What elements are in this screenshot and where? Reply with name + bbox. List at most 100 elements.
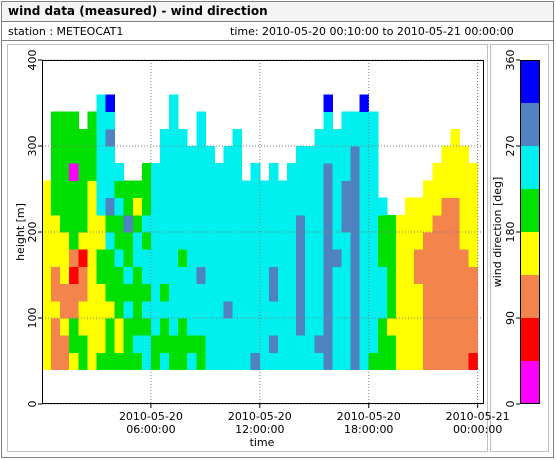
cell <box>51 180 61 199</box>
cell <box>250 249 261 267</box>
cell <box>205 180 215 199</box>
cell <box>341 249 352 267</box>
cell <box>377 249 388 267</box>
cell <box>359 214 370 233</box>
cell <box>359 283 370 302</box>
cell <box>132 232 143 250</box>
y-tick-label: 100 <box>26 308 39 329</box>
cell <box>359 249 370 267</box>
cell <box>314 197 324 216</box>
cell <box>305 283 315 302</box>
cell <box>51 335 61 353</box>
cell <box>123 352 134 371</box>
station-label: station : METEOCAT1 <box>8 25 123 38</box>
cell <box>250 335 261 353</box>
cell <box>69 163 79 181</box>
cell <box>51 318 61 336</box>
cell <box>241 352 252 371</box>
cell <box>60 318 70 336</box>
cell <box>432 197 442 216</box>
cell <box>187 146 197 164</box>
cell <box>305 232 315 250</box>
cell <box>395 318 406 336</box>
cell <box>268 266 279 285</box>
cell <box>314 128 324 147</box>
cell <box>377 214 388 233</box>
cell <box>287 300 297 319</box>
cell <box>468 335 479 353</box>
cell <box>114 249 125 267</box>
cell <box>214 300 225 319</box>
cell <box>205 146 215 164</box>
cell <box>277 232 288 250</box>
cell <box>268 232 279 250</box>
y-tick-label: 300 <box>26 136 39 157</box>
cell <box>223 300 234 319</box>
cell <box>441 352 451 371</box>
cell <box>69 266 79 285</box>
cell <box>332 180 343 199</box>
cell <box>60 249 70 267</box>
cell <box>123 249 134 267</box>
cell <box>268 214 279 233</box>
colorbar-segment <box>520 275 540 318</box>
cell <box>87 300 97 319</box>
cell <box>178 214 188 233</box>
cell <box>350 163 361 181</box>
cell <box>377 266 388 285</box>
cell <box>368 232 379 250</box>
cell <box>78 128 88 147</box>
cell <box>441 146 451 164</box>
cell <box>105 128 116 147</box>
cell <box>259 232 270 250</box>
cell <box>169 266 179 285</box>
cell <box>305 146 315 164</box>
cell <box>223 214 234 233</box>
cell <box>214 335 225 353</box>
cell <box>459 146 470 164</box>
cell <box>414 214 424 233</box>
y-tick-label: 200 <box>26 222 39 243</box>
cell <box>159 300 170 319</box>
cell <box>232 214 243 233</box>
cell <box>368 300 379 319</box>
cell <box>414 249 424 267</box>
cell <box>250 232 261 250</box>
cell <box>332 163 343 181</box>
cell <box>441 318 451 336</box>
cell <box>450 318 460 336</box>
cell <box>277 283 288 302</box>
cell <box>105 232 116 250</box>
cell <box>223 318 234 336</box>
cell <box>196 197 206 216</box>
cell <box>141 335 152 353</box>
cell <box>60 335 70 353</box>
cell <box>441 249 451 267</box>
cell <box>232 232 243 250</box>
cell <box>259 300 270 319</box>
cell <box>350 318 361 336</box>
cell <box>96 249 107 267</box>
cell <box>196 128 206 147</box>
cell <box>69 214 79 233</box>
cell <box>123 283 134 302</box>
cell <box>441 232 451 250</box>
cell <box>196 111 206 130</box>
cell <box>305 335 315 353</box>
cell <box>441 300 451 319</box>
cell <box>368 283 379 302</box>
cell <box>105 283 116 302</box>
cell <box>423 197 433 216</box>
cell <box>132 197 143 216</box>
cell <box>205 197 215 216</box>
cell <box>296 197 306 216</box>
cell <box>150 283 161 302</box>
cell <box>250 163 261 181</box>
cell <box>214 249 225 267</box>
x-tick-label: 2010-05-20 <box>228 410 292 423</box>
cell <box>323 266 333 285</box>
cell <box>350 335 361 353</box>
cell <box>196 180 206 199</box>
cell <box>359 197 370 216</box>
